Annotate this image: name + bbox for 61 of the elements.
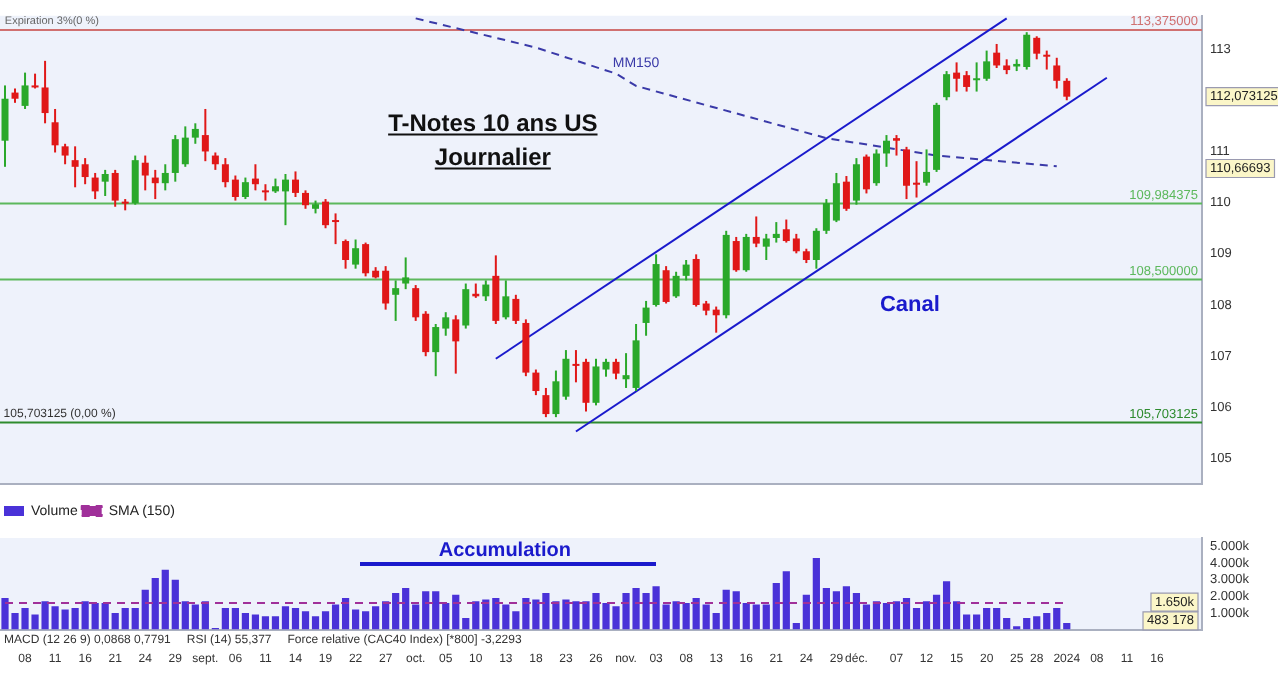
candlestick xyxy=(812,227,820,270)
candlestick xyxy=(752,215,760,249)
candlestick xyxy=(732,235,740,273)
candlestick xyxy=(762,232,770,261)
candlestick xyxy=(882,134,890,168)
candlestick xyxy=(592,357,600,407)
candlestick xyxy=(892,134,900,157)
candlestick xyxy=(923,148,931,187)
candlestick xyxy=(261,183,269,202)
candlestick xyxy=(682,258,690,282)
candlestick xyxy=(842,175,850,212)
candlestick xyxy=(862,153,870,195)
candlestick xyxy=(141,154,149,192)
candlestick xyxy=(772,221,780,244)
candlestick xyxy=(993,42,1001,70)
candlestick xyxy=(742,232,750,273)
candlestick xyxy=(512,293,520,325)
candlestick xyxy=(241,176,249,201)
candlestick xyxy=(91,171,99,201)
candlestick xyxy=(542,386,550,419)
candlestick xyxy=(51,107,59,154)
candlestick xyxy=(61,142,69,166)
candlestick xyxy=(251,163,259,192)
candlestick xyxy=(302,189,310,210)
candlestick xyxy=(642,299,650,337)
annotation: Accumulation xyxy=(438,540,571,563)
candlestick xyxy=(1063,77,1071,102)
candlestick xyxy=(652,253,660,308)
candlestick xyxy=(201,107,209,163)
candlestick xyxy=(1033,35,1041,61)
text: Journalier xyxy=(434,142,552,171)
candlestick xyxy=(662,265,670,305)
text: T-Notes 10 ans US xyxy=(388,108,598,137)
candlestick xyxy=(161,163,169,192)
candlestick xyxy=(943,70,951,102)
candlestick xyxy=(1053,56,1061,90)
candlestick xyxy=(342,238,350,270)
candlestick xyxy=(352,238,360,270)
annotation: Canal xyxy=(879,292,940,317)
candlestick xyxy=(131,154,139,206)
candlestick xyxy=(612,357,620,381)
candlestick xyxy=(402,256,410,291)
candlestick xyxy=(21,71,29,110)
candlestick xyxy=(41,59,49,125)
candlestick xyxy=(872,148,880,187)
candlestick xyxy=(532,368,540,397)
candlestick xyxy=(672,270,680,299)
candlestick xyxy=(482,279,490,302)
candlestick xyxy=(852,157,860,206)
candlestick xyxy=(111,168,119,208)
candlestick xyxy=(191,122,199,145)
candlestick xyxy=(101,168,109,197)
candlestick xyxy=(452,314,460,375)
candlestick xyxy=(1043,49,1051,71)
candlestick xyxy=(462,282,470,330)
candlestick xyxy=(502,279,510,321)
candlestick xyxy=(392,279,400,322)
candlestick xyxy=(492,254,500,325)
candlestick xyxy=(151,168,159,201)
candlestick xyxy=(291,170,299,199)
candlestick xyxy=(1,84,9,168)
